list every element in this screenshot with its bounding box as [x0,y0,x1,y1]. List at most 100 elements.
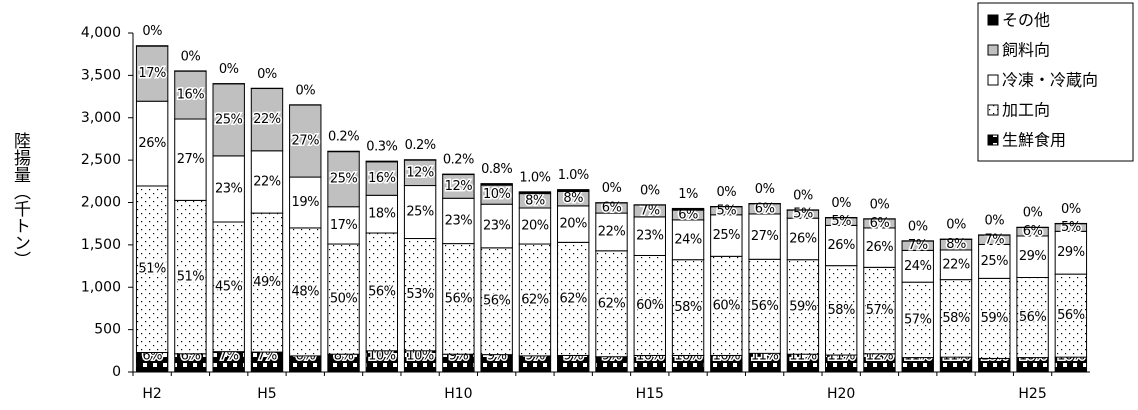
data-label: 16% [368,171,396,186]
x-tick-label: H25 [1018,386,1046,402]
data-label: 60% [713,298,741,313]
bar-segment [595,212,628,252]
data-label: 22% [253,112,281,127]
data-label: 26% [866,240,894,255]
data-label: 10% [368,349,396,364]
data-label: 58% [827,303,855,318]
data-label: 57% [904,312,932,327]
data-label: 0% [831,196,851,211]
legend-label: 生鮮食用 [1002,131,1066,150]
data-label: 23% [215,181,243,196]
x-tick-label: H15 [636,386,664,402]
y-tick-label: 1,500 [81,237,121,253]
data-label: 0% [1023,206,1043,221]
bar-segment [633,216,666,256]
bar-segment [671,207,705,211]
data-label: 0% [295,83,315,98]
data-label: 22% [253,174,281,189]
legend-swatch [987,104,999,116]
data-label: 51% [138,262,166,277]
x-tick-label: H10 [444,386,472,402]
data-label: 6% [602,201,622,216]
data-label: 0% [793,188,813,203]
data-label: 0% [908,219,928,234]
bar-segment [212,83,245,157]
bar-segment [289,227,322,357]
data-label: 56% [368,284,396,299]
data-label: 20% [560,217,588,232]
data-label: 48% [292,284,320,299]
data-label: 5% [1061,220,1081,235]
legend-label: 冷凍・冷蔵向 [1002,71,1098,90]
bar-segment [786,259,820,355]
data-label: 56% [751,299,779,314]
bar-segment [174,70,207,120]
bar-segment [748,213,781,260]
bar-segment [212,155,245,223]
bar-segment [365,161,399,196]
data-label: 26% [827,238,855,253]
data-label: 56% [483,294,511,309]
bar-segment [1054,230,1088,275]
data-label: 10% [406,349,434,364]
data-label: 25% [215,112,243,127]
data-label: 7% [640,203,660,218]
data-label: 5% [717,203,737,218]
y-tick-label: 500 [94,322,121,338]
bar-segment [633,254,666,356]
data-label: 49% [253,275,281,290]
data-label: 0% [257,67,277,82]
data-label: 17% [138,66,166,81]
data-label: 1.0% [558,168,589,183]
data-label: 26% [138,136,166,151]
bar-segment [327,243,360,355]
data-label: 56% [445,291,473,306]
y-tick-label: 0 [112,364,121,380]
data-label: 56% [1019,310,1047,325]
data-label: 0% [870,197,890,212]
legend-label: 加工向 [1002,101,1050,120]
legend-swatch [987,14,999,26]
data-label: 19% [292,195,320,210]
x-tick-label: H2 [142,386,161,402]
bar-segment [480,183,513,186]
data-label: 22% [598,224,626,239]
legend-swatch [987,134,999,146]
data-label: 8% [946,237,966,252]
bar-segment [1054,273,1088,358]
bar-segment [518,191,552,195]
bar-segment [1016,235,1049,279]
bar-segment [480,247,513,356]
data-label: 62% [560,291,588,306]
data-label: 59% [789,299,817,314]
data-label: 23% [445,213,473,228]
data-label: 20% [521,219,549,234]
data-label: 27% [292,134,320,149]
data-label: 23% [636,229,664,244]
data-label: 6% [1023,224,1043,239]
data-label: 12% [406,165,434,180]
bar-segment [480,203,513,249]
data-label: 10% [483,187,511,202]
bar-segment [824,224,858,267]
data-label: 0.2% [405,138,436,153]
data-label: 16% [177,88,205,103]
data-label: 0% [717,185,737,200]
data-label: 0% [946,218,966,233]
data-label: 50% [330,292,358,307]
y-tick-label: 2,500 [81,152,121,168]
data-label: 0% [142,24,162,39]
bar-segment [557,241,590,356]
data-label: 58% [942,311,970,326]
data-label: 25% [406,205,434,220]
data-label: 6% [870,216,890,231]
bar-segment [710,214,743,257]
bar-segment [403,185,437,240]
data-label: 0.3% [366,140,397,155]
x-tick-label: H5 [257,386,276,402]
data-label: 53% [406,287,434,302]
bar-segment [901,249,934,283]
bar-segment [978,243,1011,279]
data-label: 0% [640,183,660,198]
data-label: 29% [1057,245,1085,260]
